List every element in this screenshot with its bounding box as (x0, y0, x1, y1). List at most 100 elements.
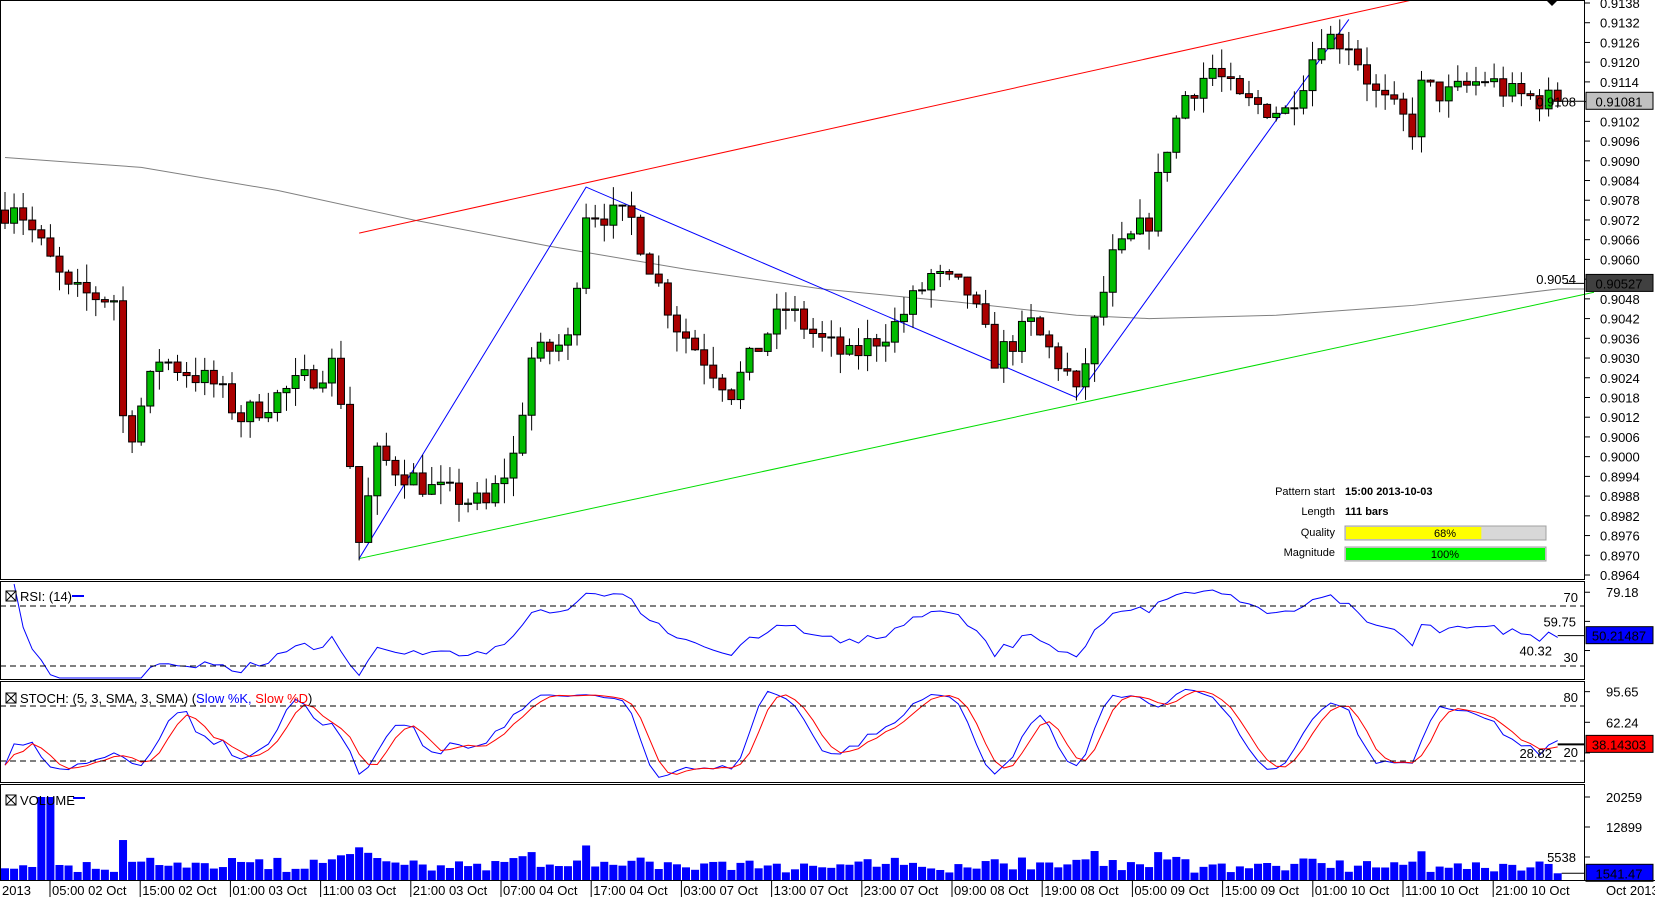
volume-bar (1353, 865, 1362, 880)
candle (1417, 79, 1426, 138)
candle (1526, 93, 1535, 97)
rsi-title-text: RSI: (14) (20, 589, 72, 604)
candle (300, 369, 309, 377)
candle (1199, 77, 1208, 99)
candle (46, 237, 55, 257)
rsi-level-label: 70 (1564, 590, 1578, 605)
candle (827, 336, 836, 339)
volume-bar (1, 868, 9, 880)
rsi-last-box (1585, 626, 1654, 645)
candle (1126, 233, 1135, 240)
resistance-line (359, 0, 1415, 234)
paren: ) (308, 691, 312, 706)
volume-bar (482, 870, 491, 880)
candle (1208, 67, 1217, 79)
volume-bar (909, 862, 917, 880)
volume-bar (282, 871, 291, 880)
volume-bar (591, 866, 600, 880)
last-price-box (1585, 91, 1654, 110)
price-tick-label: 0.9126 (1600, 35, 1640, 50)
candle (1244, 93, 1253, 99)
volume-tick-label: 20259 (1606, 790, 1642, 805)
candle (237, 412, 246, 423)
volume-bar (327, 859, 336, 880)
volume-bar (1308, 858, 1317, 880)
volume-bar (436, 865, 445, 880)
price-tick-label: 0.9036 (1600, 331, 1640, 346)
volume-bar (191, 862, 200, 880)
volume-bar (119, 840, 128, 880)
volume-bar (173, 862, 182, 880)
candle (981, 303, 990, 325)
volume-bar (1417, 851, 1426, 880)
volume-bar (1126, 862, 1135, 880)
volume-bar (1444, 867, 1453, 880)
volume-bar (1199, 866, 1208, 880)
candle (1235, 78, 1244, 95)
panel-border (0, 681, 1585, 783)
candle (609, 204, 618, 226)
volume-bar (772, 863, 781, 880)
volume-bar (509, 858, 518, 880)
candle (954, 273, 963, 278)
price-tick-label: 0.9060 (1600, 252, 1640, 267)
volume-bar (1372, 867, 1381, 880)
volume-bar (1553, 873, 1562, 880)
candle (754, 347, 763, 352)
candle (781, 308, 790, 311)
time-label: Oct 2013 (1606, 883, 1655, 897)
candle (1490, 78, 1499, 83)
rsi-tick-label: 40.32 (1519, 644, 1552, 659)
candle (1408, 113, 1417, 138)
volume-bar (109, 871, 118, 880)
volume-bar (146, 857, 155, 880)
stoch-tick-label: 62.24 (1606, 715, 1639, 730)
volume-bar (445, 867, 454, 880)
volume-bar (1272, 865, 1281, 880)
candle (600, 218, 609, 226)
volume-bar (1363, 861, 1371, 880)
volume-bar (1099, 865, 1108, 880)
candle (1444, 86, 1453, 102)
stoch-d-line (4, 690, 1558, 775)
candle (1453, 80, 1462, 88)
candle (10, 207, 19, 224)
candle (718, 377, 727, 391)
candle (418, 472, 427, 495)
price-tick-label: 0.8982 (1600, 509, 1640, 524)
candle (1172, 117, 1181, 153)
candle (391, 459, 400, 476)
candle (1154, 171, 1163, 232)
price-tick-label: 0.9054 (1536, 272, 1576, 287)
candle (936, 270, 945, 275)
candle (918, 289, 927, 292)
stoch-d-legend: Slow %D (255, 691, 308, 706)
candle (1017, 320, 1026, 352)
volume-bar (355, 847, 364, 880)
volume-bar (336, 855, 345, 880)
candle (1544, 89, 1553, 110)
price-tick-label: 0.8994 (1600, 469, 1640, 484)
candle (672, 314, 681, 333)
candle (1535, 95, 1544, 110)
volume-bar (518, 856, 527, 880)
volume-bar (1499, 863, 1508, 880)
volume-bar (1399, 864, 1408, 880)
candle (563, 334, 572, 346)
candle (273, 392, 282, 414)
volume-bar (999, 863, 1008, 880)
candle (1363, 64, 1371, 85)
candle (336, 357, 345, 405)
volume-bar (1544, 863, 1553, 880)
price-tick-label: 0.9042 (1600, 312, 1640, 327)
candle (1263, 103, 1272, 118)
volume-bar (19, 865, 28, 880)
volume-bar (1281, 870, 1290, 880)
price-tick-label: 0.9132 (1600, 16, 1640, 31)
ma-value: 0.90527 (1596, 276, 1643, 291)
candle (491, 483, 500, 504)
pattern_start-label: Pattern start (1275, 486, 1335, 498)
candle (1145, 217, 1154, 232)
volume-bar (1054, 867, 1063, 880)
candle (409, 472, 418, 486)
